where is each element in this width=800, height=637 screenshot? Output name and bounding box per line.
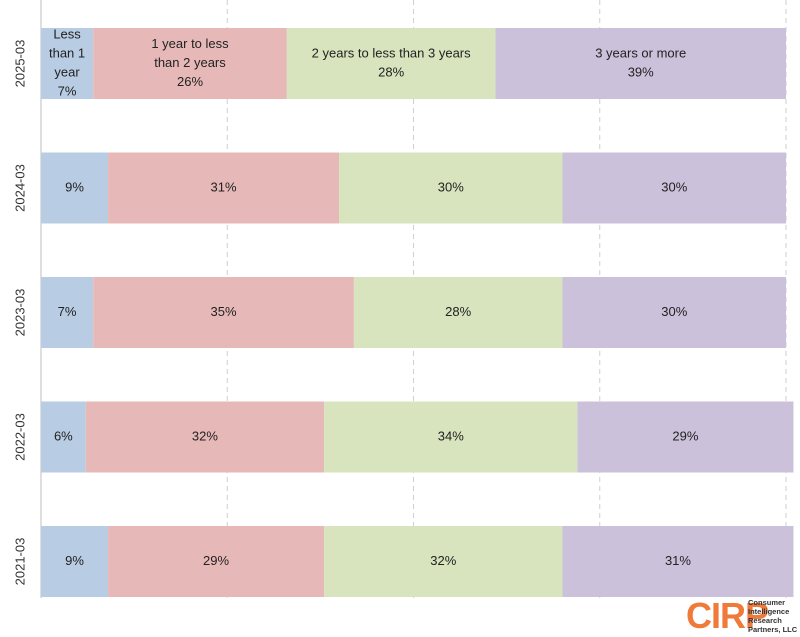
logo-line: Research <box>748 616 782 625</box>
bar-segment <box>108 526 325 597</box>
data-label: 30% <box>661 179 687 194</box>
data-label: year <box>54 64 80 79</box>
bar-segment <box>41 28 94 99</box>
data-label: 6% <box>54 428 73 443</box>
data-label: 26% <box>177 74 203 89</box>
data-label: 29% <box>203 553 229 568</box>
category-label: 2021-03 <box>12 538 27 586</box>
data-label: 32% <box>430 553 456 568</box>
data-label: 28% <box>445 304 471 319</box>
data-label: 39% <box>628 64 654 79</box>
data-label: 28% <box>378 64 404 79</box>
category-label: 2022-03 <box>12 413 27 461</box>
bar-segment <box>93 28 287 99</box>
data-label: 9% <box>65 553 84 568</box>
data-label: than 2 years <box>154 55 226 70</box>
category-label: 2023-03 <box>12 289 27 337</box>
bar-segment <box>495 28 786 99</box>
data-label: 9% <box>65 179 84 194</box>
bar-segment <box>286 28 496 99</box>
data-label: 7% <box>58 83 77 98</box>
category-labels: 2025-03 2024-03 2023-03 2022-03 2021-03 <box>12 40 27 586</box>
logo-text: Consumer Intelligence Research Partners,… <box>748 598 797 634</box>
data-label: 30% <box>438 179 464 194</box>
bar-segment <box>562 526 794 597</box>
bar-segment <box>108 152 339 224</box>
bar-segment <box>41 401 86 473</box>
bar-segment <box>562 152 786 224</box>
bar-segment <box>41 277 94 348</box>
data-label: 29% <box>672 428 698 443</box>
logo-line: Intelligence <box>748 607 790 616</box>
cirp-logo: CIRP Consumer Intelligence Research Part… <box>686 595 797 636</box>
data-label: 32% <box>192 428 218 443</box>
logo-line: Consumer <box>748 598 786 607</box>
category-label: 2024-03 <box>12 164 27 212</box>
data-label: 1 year to less <box>151 36 229 51</box>
data-label: than 1 <box>49 45 85 60</box>
data-label: 31% <box>211 179 237 194</box>
bar-segment <box>562 277 786 348</box>
bar-segment <box>339 152 563 224</box>
bar-segment <box>85 401 325 473</box>
bar-segment <box>93 277 354 348</box>
bar-segment <box>324 526 563 597</box>
bar-segment <box>324 401 578 473</box>
data-label: 34% <box>438 428 464 443</box>
logo-mark: CIRP <box>686 595 769 636</box>
data-label: 7% <box>58 304 77 319</box>
bar-segment <box>353 277 563 348</box>
data-label: 30% <box>661 304 687 319</box>
bars: Less than 1 year 7% 1 year to less than 2 yea… <box>41 26 794 597</box>
data-label: 35% <box>211 304 237 319</box>
data-label: 3 years or more <box>595 45 686 60</box>
bar-segment <box>41 152 109 224</box>
bar-segment <box>41 526 109 597</box>
bar-segment <box>577 401 794 473</box>
data-label: 31% <box>665 553 691 568</box>
data-label: Less <box>53 26 81 41</box>
logo-line: Partners, LLC <box>748 625 798 634</box>
data-label: 2 years to less than 3 years <box>312 45 471 60</box>
category-label: 2025-03 <box>12 40 27 88</box>
